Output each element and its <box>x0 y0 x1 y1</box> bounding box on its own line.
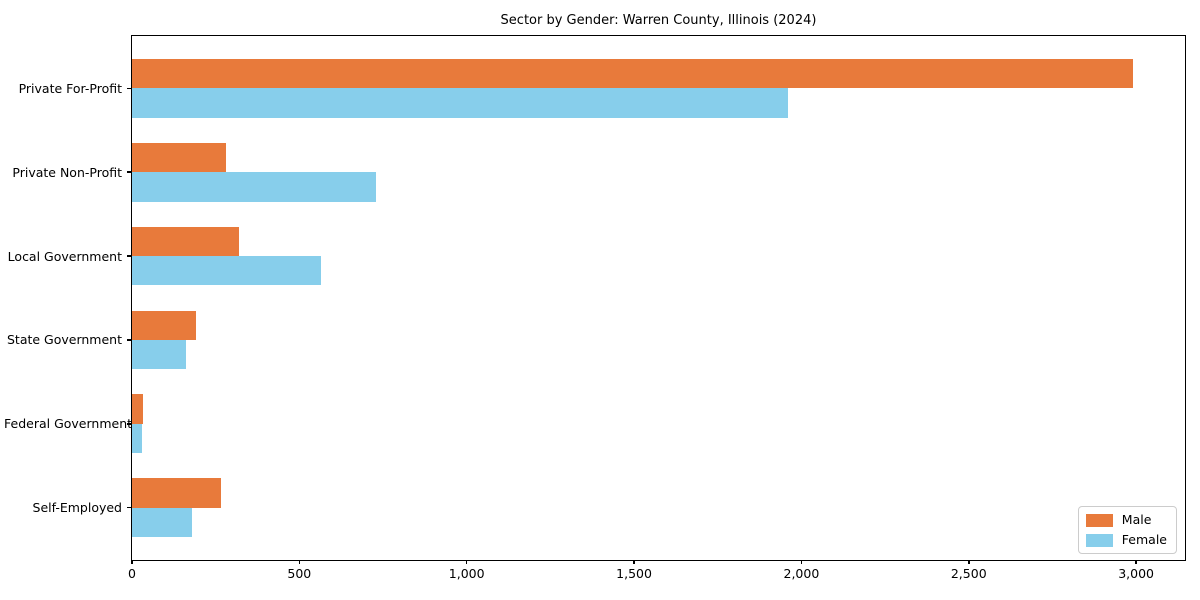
y-tick-label: Self-Employed <box>32 500 122 516</box>
y-tick <box>126 506 131 509</box>
y-tick <box>126 171 131 173</box>
legend-swatch-female <box>1085 533 1113 547</box>
y-tick-label: Local Government <box>7 248 122 264</box>
y-tick <box>126 339 131 341</box>
x-tick <box>298 560 301 564</box>
x-tick-label: 2,500 <box>950 566 987 581</box>
x-tick-label: 3,000 <box>1118 566 1155 581</box>
x-tick-label: 0 <box>128 566 136 581</box>
legend-label-female: Female <box>1121 532 1167 547</box>
x-tick <box>800 560 803 564</box>
x-tick-label: 1,500 <box>616 566 652 581</box>
plot-area: Male Female Private For-Profit Private No… <box>4 35 1186 581</box>
legend-entry-female: Female <box>1085 532 1167 547</box>
legend-swatch-male <box>1085 513 1113 527</box>
bar-male-2 <box>132 226 240 257</box>
bar-female-1 <box>132 172 377 202</box>
bar-male-0 <box>132 59 1133 89</box>
y-tick-label: Federal Government <box>4 416 133 432</box>
bar-female-4 <box>132 423 142 454</box>
y-tick-label: Private Non-Profit <box>12 164 122 180</box>
x-tick <box>131 560 133 564</box>
bar-female-3 <box>132 339 186 370</box>
bar-male-3 <box>132 310 196 340</box>
x-tick <box>633 560 635 564</box>
bar-male-5 <box>132 478 221 508</box>
x-tick <box>465 560 468 564</box>
y-tick <box>126 423 131 425</box>
legend-entry-male: Male <box>1085 512 1167 527</box>
bar-male-4 <box>132 394 143 424</box>
y-tick <box>126 87 131 90</box>
chart-title: Sector by Gender: Warren County, Illinoi… <box>500 13 817 28</box>
bar-male-1 <box>132 142 226 173</box>
bar-female-0 <box>132 88 789 118</box>
bar-female-5 <box>132 507 193 537</box>
x-tick <box>968 560 970 564</box>
x-tick-label: 2,000 <box>783 566 820 581</box>
x-tick-label: 500 <box>287 566 312 581</box>
x-tick-label: 1,000 <box>448 566 485 581</box>
y-tick-label: State Government <box>6 332 122 348</box>
y-tick-label: Private For-Profit <box>18 80 122 96</box>
y-tick <box>126 255 131 257</box>
x-tick <box>1135 560 1137 564</box>
bar-female-2 <box>132 256 322 286</box>
legend: Male Female <box>1077 506 1177 554</box>
legend-label-male: Male <box>1121 512 1152 527</box>
